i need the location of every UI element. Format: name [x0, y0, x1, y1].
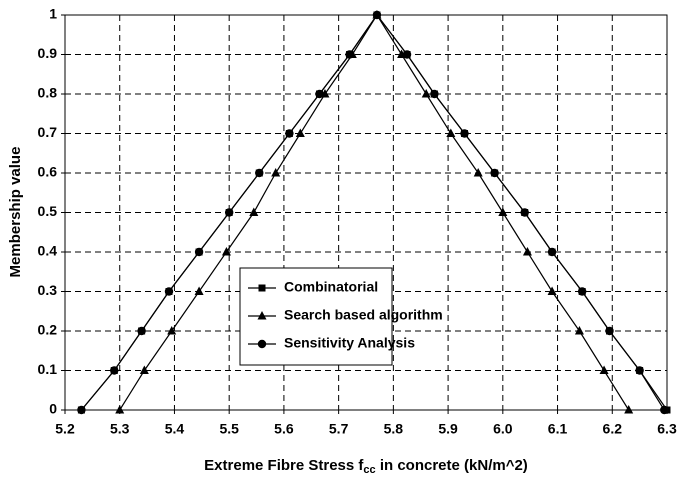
marker: [77, 405, 86, 415]
y-axis-label: Membership value: [7, 147, 24, 278]
x-tick-label: 6.0: [493, 421, 513, 437]
legend-label: Combinatorial: [284, 279, 378, 295]
marker: [599, 365, 609, 374]
marker: [547, 286, 557, 295]
marker: [164, 287, 174, 296]
marker: [345, 50, 354, 59]
y-tick-label: 1: [49, 6, 57, 22]
marker: [490, 168, 499, 178]
marker: [402, 50, 412, 59]
marker: [115, 405, 125, 414]
x-tick-label: 5.8: [384, 421, 404, 437]
marker: [224, 208, 234, 217]
marker: [194, 286, 204, 295]
legend-label: Search based algorithm: [284, 307, 443, 323]
y-tick-label: 0.6: [38, 164, 58, 180]
marker: [520, 208, 529, 217]
x-axis-label: Extreme Fibre Stress fcc in concrete (kN…: [204, 457, 528, 476]
marker: [498, 207, 508, 216]
marker: [137, 326, 146, 336]
legend-marker: [257, 311, 267, 320]
marker: [372, 10, 382, 20]
y-tick-label: 0.8: [38, 85, 58, 101]
x-tick-label: 5.2: [55, 421, 75, 437]
marker: [574, 326, 584, 335]
y-tick-label: 0.9: [38, 45, 58, 61]
y-tick-label: 0.7: [38, 124, 58, 140]
x-tick-label: 5.4: [165, 421, 185, 437]
marker: [446, 128, 456, 137]
x-tick-label: 6.2: [603, 421, 623, 437]
marker: [315, 89, 324, 99]
marker: [271, 168, 281, 177]
marker: [139, 365, 149, 374]
x-tick-label: 5.3: [110, 421, 130, 437]
y-tick-label: 0.2: [38, 322, 58, 338]
marker: [660, 405, 669, 415]
marker: [295, 128, 305, 137]
y-tick-label: 0: [49, 401, 57, 417]
x-tick-label: 5.6: [274, 421, 294, 437]
y-tick-label: 0.3: [38, 282, 58, 298]
marker: [522, 247, 532, 256]
x-tick-label: 6.1: [548, 421, 568, 437]
marker: [547, 247, 557, 257]
y-tick-label: 0.5: [38, 203, 58, 219]
marker: [255, 168, 264, 178]
y-tick-label: 0.4: [38, 243, 58, 259]
marker: [249, 207, 259, 216]
x-tick-label: 5.5: [219, 421, 239, 437]
marker: [194, 247, 204, 257]
x-tick-label: 5.7: [329, 421, 349, 437]
x-label-part: Extreme Fibre Stress f: [204, 457, 364, 474]
x-label-subscript: cc: [363, 464, 375, 476]
marker: [167, 326, 177, 335]
x-label-part: in concrete (kN/m^2): [376, 457, 528, 474]
marker: [605, 326, 614, 336]
marker: [635, 366, 644, 375]
marker: [577, 287, 587, 296]
marker: [624, 405, 634, 414]
marker: [460, 129, 469, 138]
plot-frame: [64, 14, 668, 411]
marker: [285, 129, 294, 138]
legend-label: Sensitivity Analysis: [284, 335, 415, 351]
x-tick-label: 5.9: [438, 421, 458, 437]
y-tick-label: 0.1: [38, 361, 58, 377]
marker: [110, 366, 119, 375]
x-tick-label: 6.3: [657, 421, 677, 437]
marker: [430, 89, 439, 99]
marker: [221, 247, 231, 256]
legend-marker: [257, 339, 267, 349]
legend-marker: [258, 284, 266, 292]
marker: [473, 168, 483, 177]
marker: [421, 89, 431, 98]
